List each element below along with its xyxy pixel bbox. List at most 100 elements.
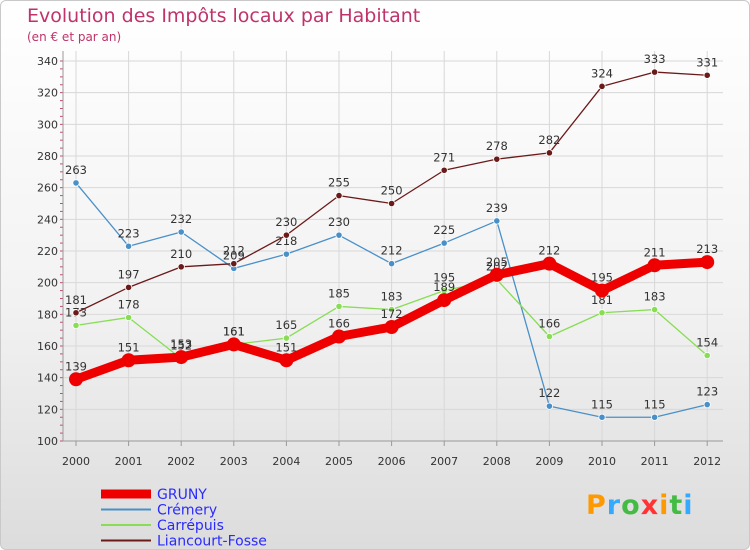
data-point [598, 309, 606, 317]
data-point [650, 305, 659, 314]
data-point [282, 231, 290, 239]
legend-label: Crémery [157, 503, 217, 519]
data-point [700, 255, 715, 270]
data-point [335, 231, 343, 239]
y-tick-label: 260 [37, 182, 58, 195]
chart-subtitle: (en € et par an) [27, 30, 122, 44]
data-label: 151 [118, 340, 140, 354]
data-point [545, 332, 554, 341]
data-label: 230 [328, 215, 350, 229]
data-label: 115 [591, 397, 613, 411]
data-label: 183 [381, 290, 403, 304]
data-label: 230 [275, 215, 297, 229]
y-tick-label: 140 [37, 372, 58, 385]
data-point [542, 256, 557, 271]
data-point [72, 179, 80, 187]
data-label: 161 [223, 324, 245, 338]
data-label: 166 [538, 317, 560, 331]
logo-letter: r [606, 490, 622, 521]
data-point [279, 353, 294, 368]
data-label: 239 [486, 201, 508, 215]
data-label: 181 [591, 293, 613, 307]
data-point [125, 313, 133, 322]
data-label: 250 [381, 184, 403, 198]
data-label: 139 [65, 359, 87, 373]
proxiti-logo: Proxiti [586, 490, 694, 521]
y-tick-label: 340 [37, 55, 58, 68]
data-point [703, 71, 711, 79]
x-tick-label: 2012 [693, 455, 721, 468]
data-label: 183 [644, 290, 666, 304]
data-point [282, 250, 290, 258]
data-point [69, 372, 83, 387]
data-label: 123 [696, 385, 718, 399]
data-label: 211 [644, 245, 666, 259]
data-point [595, 283, 609, 298]
y-tick-label: 280 [37, 150, 58, 163]
data-label: 151 [275, 340, 297, 354]
data-point [493, 217, 501, 225]
data-point [335, 191, 343, 200]
x-tick-label: 2003 [220, 455, 248, 468]
data-label: 154 [696, 336, 718, 350]
data-label: 161 [223, 324, 245, 338]
data-point [387, 260, 396, 268]
data-label: 213 [696, 242, 718, 256]
y-tick-label: 320 [37, 87, 58, 100]
data-label: 223 [118, 226, 140, 240]
x-tick-label: 2006 [378, 455, 406, 468]
data-point [437, 293, 452, 308]
data-label: 282 [538, 133, 560, 147]
data-point [387, 199, 396, 208]
data-point [230, 260, 238, 268]
data-point [647, 258, 662, 273]
x-tick-label: 2010 [588, 455, 616, 468]
x-tick-label: 2005 [325, 455, 353, 468]
data-point [387, 305, 396, 314]
x-tick-label: 2007 [430, 455, 458, 468]
data-label: 331 [696, 55, 718, 69]
data-point [384, 320, 399, 334]
legend-label: Liancourt-Fosse [157, 534, 267, 550]
data-point [650, 68, 659, 76]
data-label: 212 [381, 244, 403, 258]
data-label: 153 [170, 337, 192, 351]
data-label: 324 [591, 66, 613, 80]
data-label: 195 [433, 271, 455, 285]
data-point [335, 302, 343, 311]
x-tick-label: 2004 [272, 455, 300, 468]
data-point [440, 166, 448, 174]
x-tick-label: 2001 [115, 455, 143, 468]
data-point [440, 239, 448, 247]
data-point [72, 321, 80, 330]
y-tick-label: 160 [37, 340, 58, 353]
x-tick-label: 2011 [641, 455, 669, 468]
data-point [125, 242, 133, 250]
data-point [598, 413, 606, 421]
data-label: 263 [65, 163, 87, 177]
data-label: 205 [486, 255, 508, 269]
y-tick-label: 180 [37, 308, 58, 321]
data-point [282, 334, 290, 342]
data-label: 255 [328, 176, 350, 190]
data-point [493, 155, 501, 163]
data-point [226, 337, 241, 352]
data-label: 152 [170, 339, 192, 353]
data-point [72, 309, 80, 317]
data-label: 165 [275, 318, 297, 332]
y-tick-label: 120 [37, 403, 58, 416]
x-tick-label: 2000 [62, 455, 90, 468]
data-point [177, 263, 185, 271]
y-tick-label: 240 [37, 213, 58, 226]
logo-letter: i [659, 490, 670, 521]
y-tick-label: 100 [37, 435, 58, 448]
logo-letter: o [621, 490, 641, 521]
data-label: 232 [170, 212, 192, 226]
data-label: 185 [328, 286, 350, 300]
y-tick-label: 300 [37, 118, 58, 131]
logo-letter: i [683, 490, 694, 521]
data-label: 197 [118, 267, 140, 281]
data-label: 189 [433, 280, 455, 294]
data-label: 181 [65, 293, 87, 307]
